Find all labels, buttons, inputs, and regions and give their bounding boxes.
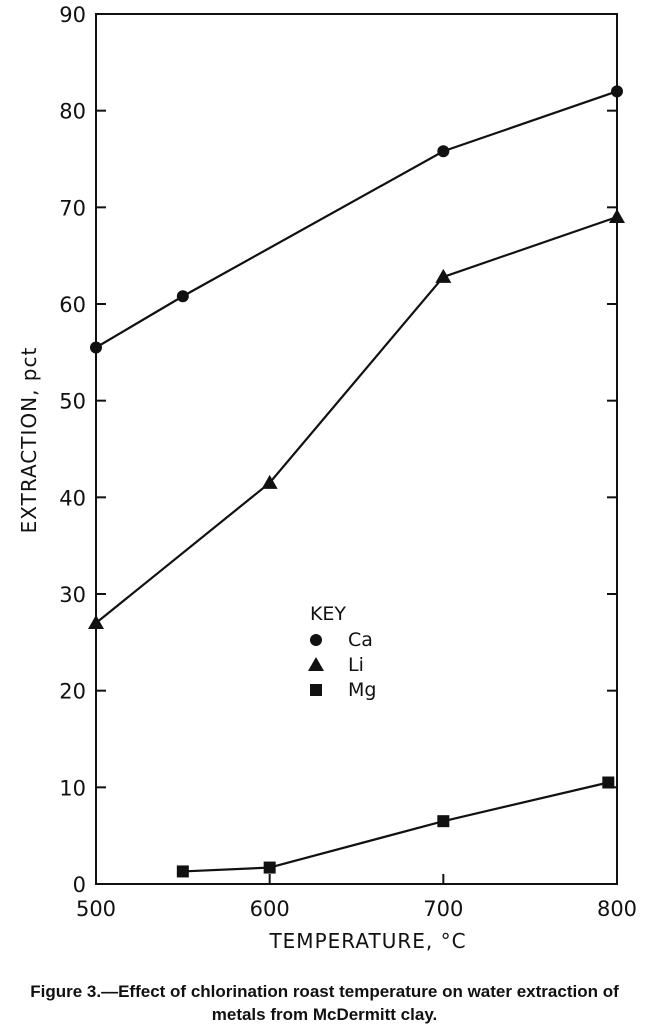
series-line-ca [95,90,618,349]
data-point-ca [437,145,450,158]
y-tick-label: 80 [59,100,86,124]
y-tick-label: 40 [59,486,86,510]
data-point-ca [176,290,189,303]
x-tick-label: 600 [250,897,290,921]
y-tick-label: 90 [59,3,86,27]
legend-label-ca: Ca [348,629,373,651]
data-point-ca [90,341,102,354]
figure-caption: Figure 3.—Effect of chlorination roast t… [30,982,619,1024]
legend-marker-ca [310,634,322,646]
series-line-li [95,215,618,624]
y-tick-label: 30 [59,583,86,607]
data-point-mg [176,865,189,878]
y-tick-label: 70 [59,196,86,220]
series-line-mg [182,781,609,873]
legend-label-li: Li [348,654,364,676]
legend-title: KEY [310,603,346,625]
data-point-li [88,615,104,629]
x-axis-label: TEMPERATURE, °C [268,929,466,953]
legend-label-mg: Mg [348,679,376,701]
y-tick-label: 60 [59,293,86,317]
y-tick-label: 20 [59,680,86,704]
data-point-li [609,209,625,223]
x-tick-label: 500 [76,897,116,921]
data-point-mg [602,776,615,789]
y-tick-label: 10 [59,776,86,800]
legend-marker-li [308,657,324,671]
plot-frame [95,13,618,885]
x-tick-label: 800 [597,897,637,921]
x-tick-label: 700 [423,897,463,921]
y-tick-label: 0 [73,873,86,897]
data-point-mg [437,815,450,828]
chart: 0 10 20 30 40 50 60 70 80 90 500 600 700 800 KEY Ca Li… [17,3,637,953]
data-point-mg [263,861,276,874]
data-point-li [435,268,452,283]
data-point-ca [611,85,623,98]
legend-marker-mg [310,684,322,696]
y-axis-label: EXTRACTION, pct [17,347,41,534]
data-point-li [261,474,278,489]
y-tick-label: 50 [59,390,86,414]
